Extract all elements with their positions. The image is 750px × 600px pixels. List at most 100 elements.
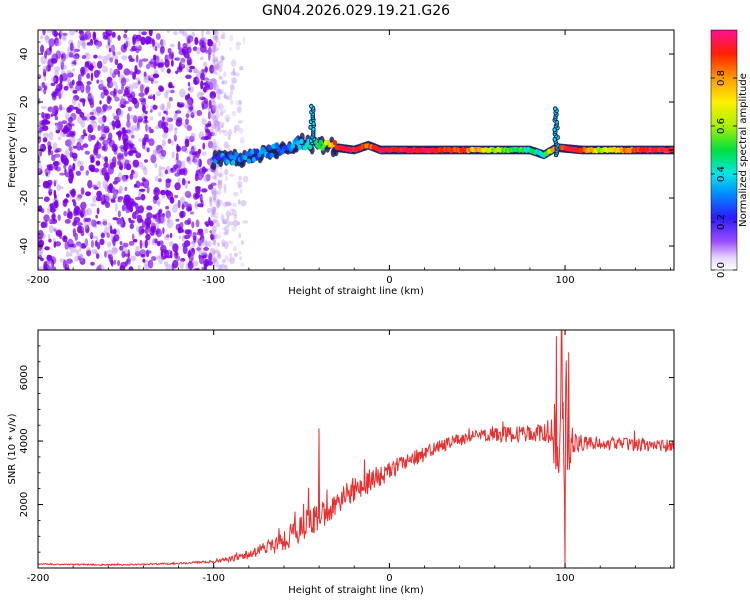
noise-speck	[53, 163, 58, 171]
ridge-cell	[308, 144, 313, 150]
noise-speck	[182, 242, 186, 248]
noise-speck	[201, 136, 208, 141]
noise-speck	[86, 42, 91, 46]
noise-speck	[80, 211, 85, 218]
ridge-cell	[266, 152, 271, 158]
noise-speck	[213, 56, 219, 62]
noise-speck	[209, 64, 215, 74]
noise-speck	[187, 35, 194, 43]
noise-speck	[202, 77, 209, 81]
noise-speck	[184, 219, 191, 225]
noise-speck	[221, 121, 225, 126]
noise-speck	[225, 117, 230, 123]
noise-speck	[224, 176, 228, 181]
noise-speck	[62, 36, 67, 42]
noise-speck	[140, 193, 146, 201]
noise-speck	[75, 30, 78, 33]
noise-speck	[153, 80, 159, 84]
noise-speck	[143, 71, 147, 77]
noise-speck	[55, 83, 63, 92]
noise-speck	[164, 169, 168, 175]
noise-speck	[79, 111, 85, 118]
noise-speck	[123, 68, 131, 76]
spectrogram-y-ticks: -40 -20 0 20 40	[19, 29, 674, 271]
noise-speck	[84, 217, 92, 223]
noise-speck	[219, 170, 224, 178]
noise-speck	[217, 264, 222, 270]
noise-speck	[216, 87, 221, 94]
snr-x-tick-label: 100	[556, 573, 575, 584]
noise-speck	[44, 35, 50, 40]
noise-speck	[124, 159, 130, 166]
noise-speck	[148, 250, 152, 254]
noise-speck	[131, 233, 135, 241]
noise-speck	[49, 107, 56, 116]
noise-speck	[185, 205, 192, 212]
noise-speck	[119, 241, 123, 246]
noise-speck	[67, 72, 74, 78]
noise-speck	[38, 254, 43, 260]
noise-speck	[75, 170, 82, 176]
noise-speck	[180, 60, 185, 67]
noise-speck	[69, 135, 76, 144]
noise-speck	[120, 95, 124, 99]
noise-speck	[174, 127, 178, 135]
noise-speck	[157, 212, 163, 218]
noise-speck	[156, 227, 160, 235]
noise-speck	[240, 262, 245, 267]
noise-speck	[65, 139, 72, 147]
noise-speck	[114, 97, 120, 102]
noise-speck	[212, 57, 215, 62]
noise-speck	[41, 81, 46, 89]
noise-speck	[154, 163, 158, 168]
noise-speck	[214, 114, 220, 119]
noise-speck	[144, 36, 152, 44]
noise-speck	[186, 156, 191, 162]
noise-speck	[90, 72, 94, 82]
noise-speck	[225, 229, 230, 233]
noise-speck	[179, 88, 186, 98]
noise-speck	[71, 61, 77, 65]
noise-speck	[211, 189, 214, 195]
noise-speck	[118, 185, 124, 194]
noise-speck	[88, 164, 95, 172]
noise-speck	[153, 195, 159, 201]
noise-speck	[118, 165, 122, 170]
noise-speck	[196, 162, 200, 170]
noise-speck	[128, 240, 135, 246]
noise-speck	[75, 249, 80, 255]
noise-speck	[172, 259, 179, 269]
noise-speck	[126, 257, 131, 265]
noise-speck	[139, 188, 146, 192]
noise-speck	[217, 179, 223, 184]
noise-speck	[97, 55, 104, 60]
noise-speck	[117, 34, 121, 41]
noise-speck	[134, 77, 141, 81]
noise-speck	[44, 34, 50, 44]
noise-speck	[200, 252, 204, 257]
noise-speck	[52, 142, 58, 151]
noise-speck	[135, 202, 139, 211]
noise-speck	[85, 191, 91, 197]
noise-speck	[150, 109, 153, 113]
noise-speck	[179, 222, 184, 228]
noise-speck	[185, 113, 190, 119]
noise-speck	[237, 221, 240, 226]
noise-speck	[43, 68, 47, 77]
noise-speck	[95, 214, 98, 219]
noise-speck	[139, 239, 143, 249]
noise-speck	[212, 231, 216, 239]
noise-speck	[214, 65, 219, 70]
noise-speck	[158, 178, 162, 183]
noise-speck	[192, 158, 198, 163]
noise-speck	[145, 233, 151, 241]
noise-speck	[196, 71, 202, 77]
noise-speck	[223, 185, 227, 194]
noise-speck	[69, 81, 74, 89]
noise-speck	[152, 105, 158, 110]
noise-speck	[148, 93, 154, 98]
noise-speck	[218, 233, 222, 240]
noise-speck	[130, 106, 133, 110]
noise-speck	[212, 206, 217, 211]
colorbar-tick-label: 0.0	[716, 262, 727, 278]
